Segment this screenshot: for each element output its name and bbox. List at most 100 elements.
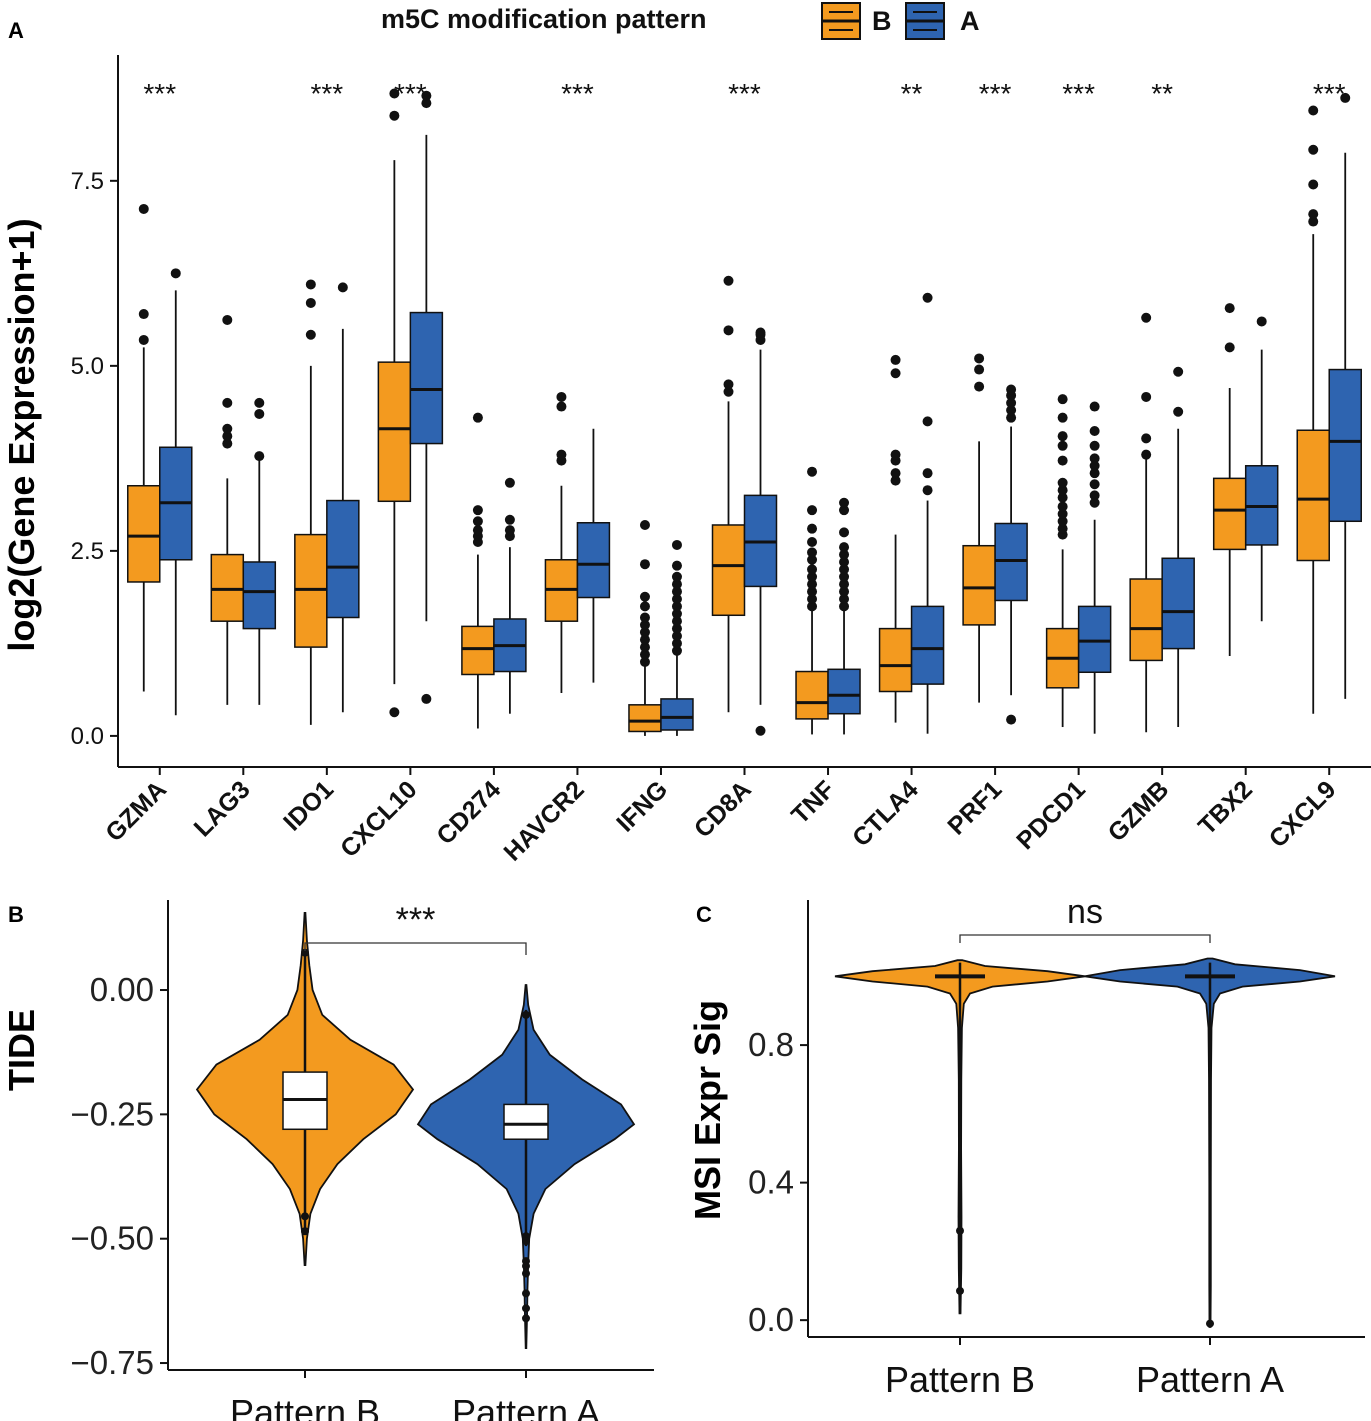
outlier-prf1-b — [974, 381, 985, 392]
outlier-ifng-a — [671, 560, 682, 571]
outlier-lag3-b — [222, 423, 233, 434]
outlier-ifng-b — [639, 649, 650, 660]
outlier-cd274-b — [472, 505, 483, 516]
outlier-lag3-a — [254, 408, 265, 419]
gene-group-cd274: CD274 — [431, 412, 527, 850]
outlier-ctla4-a — [922, 485, 933, 496]
outlier-pdcd1-b — [1057, 477, 1068, 488]
gene-label-cd274: CD274 — [431, 775, 506, 850]
gene-label-cxcl9: CXCL9 — [1264, 775, 1342, 853]
outlier-ctla4-a — [922, 292, 933, 303]
outlier-tbx2-a — [1256, 316, 1267, 327]
gene-label-gzmb: GZMB — [1103, 775, 1175, 847]
outlier-gzmb-b — [1141, 449, 1152, 460]
gene-label-lag3: LAG3 — [189, 775, 256, 842]
panel-a-y-tick-label: 7.5 — [71, 168, 104, 195]
outlier-cxcl10-a — [421, 90, 432, 101]
outlier-prf1-a — [1006, 714, 1017, 725]
outlier-tnf-a — [839, 549, 850, 560]
outlier-gzmb-b — [1141, 391, 1152, 402]
outlier-tnf-b — [807, 586, 818, 597]
outlier-tbx2-b — [1224, 342, 1235, 353]
box-panel-b-a — [503, 1103, 549, 1140]
significance-label-havcr2: *** — [561, 78, 594, 109]
outlier-pdcd1-a — [1089, 401, 1100, 412]
outlier-pdcd1-b — [1057, 501, 1068, 512]
box-tnf-b — [795, 670, 829, 720]
outlier-panel-b-a — [522, 1314, 530, 1323]
legend-label-a: A — [960, 6, 980, 36]
outlier-pdcd1-a — [1089, 453, 1100, 464]
outlier-prf1-b — [974, 353, 985, 364]
outlier-tnf-b — [807, 564, 818, 575]
outlier-cd8a-a — [755, 725, 766, 736]
outlier-pdcd1-a — [1089, 460, 1100, 471]
outlier-cd274-a — [504, 525, 515, 536]
significance-label-prf1: *** — [979, 78, 1012, 109]
outlier-pdcd1-a — [1089, 468, 1100, 479]
significance-label-ido1: *** — [310, 78, 343, 109]
outlier-cxcl10-a — [421, 98, 432, 109]
outlier-ifng-a — [671, 638, 682, 649]
outlier-panel-b-a — [522, 1269, 530, 1278]
outlier-ido1-b — [305, 297, 316, 308]
outlier-prf1-a — [1006, 405, 1017, 416]
outlier-panel-b-a — [522, 1289, 530, 1298]
outlier-cxcl10-b — [389, 110, 400, 121]
outlier-cd274-b — [472, 516, 483, 527]
outlier-tnf-a — [839, 601, 850, 612]
outlier-panel-c-b — [956, 1286, 964, 1295]
outlier-cd8a-a — [755, 327, 766, 338]
panel-c-y-tick-label: 0.4 — [748, 1164, 794, 1201]
box-tbx2-b — [1212, 477, 1247, 551]
outlier-pdcd1-a — [1089, 497, 1100, 508]
outlier-ido1-b — [305, 329, 316, 340]
panel-a-y-tick-label: 0.0 — [71, 723, 104, 750]
outlier-cxcl9-b — [1308, 179, 1319, 190]
outlier-tnf-a — [839, 542, 850, 553]
panel-c-y-tick-label: 0.8 — [748, 1026, 794, 1063]
panel-b-category-pattern-a: Pattern A — [452, 1392, 600, 1421]
panel-a-y-tick-label: 2.5 — [71, 538, 104, 565]
outlier-lag3-b — [222, 397, 233, 408]
outlier-havcr2-b — [556, 449, 567, 460]
outlier-ifng-a — [671, 645, 682, 656]
outlier-gzma-b — [138, 334, 149, 345]
outlier-tnf-b — [807, 601, 818, 612]
box-cd8a-b — [711, 524, 746, 617]
box-ifng-b — [628, 704, 662, 733]
gene-group-havcr2: HAVCR2 *** — [498, 78, 611, 867]
outlier-havcr2-b — [556, 391, 567, 402]
panel-c-category-pattern-a: Pattern A — [1136, 1359, 1284, 1400]
legend-label-b: B — [872, 6, 892, 36]
gene-label-ifng: IFNG — [611, 775, 673, 837]
outlier-tnf-b — [807, 571, 818, 582]
panel-c-violin: MSI Expr Sig 0.0 0.4 0.8 Pattern B Pattern A… — [687, 893, 1365, 1400]
outlier-gzmb-b — [1141, 433, 1152, 444]
gene-label-gzma: GZMA — [100, 775, 172, 847]
outlier-ifng-b — [639, 656, 650, 667]
outlier-ifng-a — [671, 586, 682, 597]
panel-c-significance-label: ns — [1067, 893, 1103, 931]
outlier-cxcl9-a — [1340, 92, 1351, 103]
outlier-ifng-a — [671, 539, 682, 550]
panel-c-category-pattern-b: Pattern B — [885, 1359, 1035, 1400]
gene-group-gzma: GZMA *** — [100, 78, 193, 847]
outlier-cxcl10-b — [389, 707, 400, 718]
outlier-tnf-a — [839, 586, 850, 597]
outlier-prf1-b — [974, 364, 985, 375]
box-havcr2-a — [576, 522, 611, 599]
outlier-ifng-b — [639, 642, 650, 653]
panel-b-y-tick-label: 0.00 — [90, 971, 154, 1008]
outlier-ifng-a — [671, 593, 682, 604]
gene-group-ifng: IFNG — [611, 519, 694, 837]
legend-title: m5C modification pattern — [381, 4, 707, 34]
outlier-ifng-b — [639, 601, 650, 612]
outlier-ifng-b — [639, 591, 650, 602]
outlier-ifng-a — [671, 579, 682, 590]
outlier-panel-b-b — [301, 1212, 309, 1221]
panel-c-y-tick-label: 0.0 — [748, 1301, 794, 1338]
outlier-panel-b-a — [522, 1237, 530, 1246]
panel-label-a: A — [8, 18, 24, 43]
outlier-ctla4-b — [890, 475, 901, 486]
